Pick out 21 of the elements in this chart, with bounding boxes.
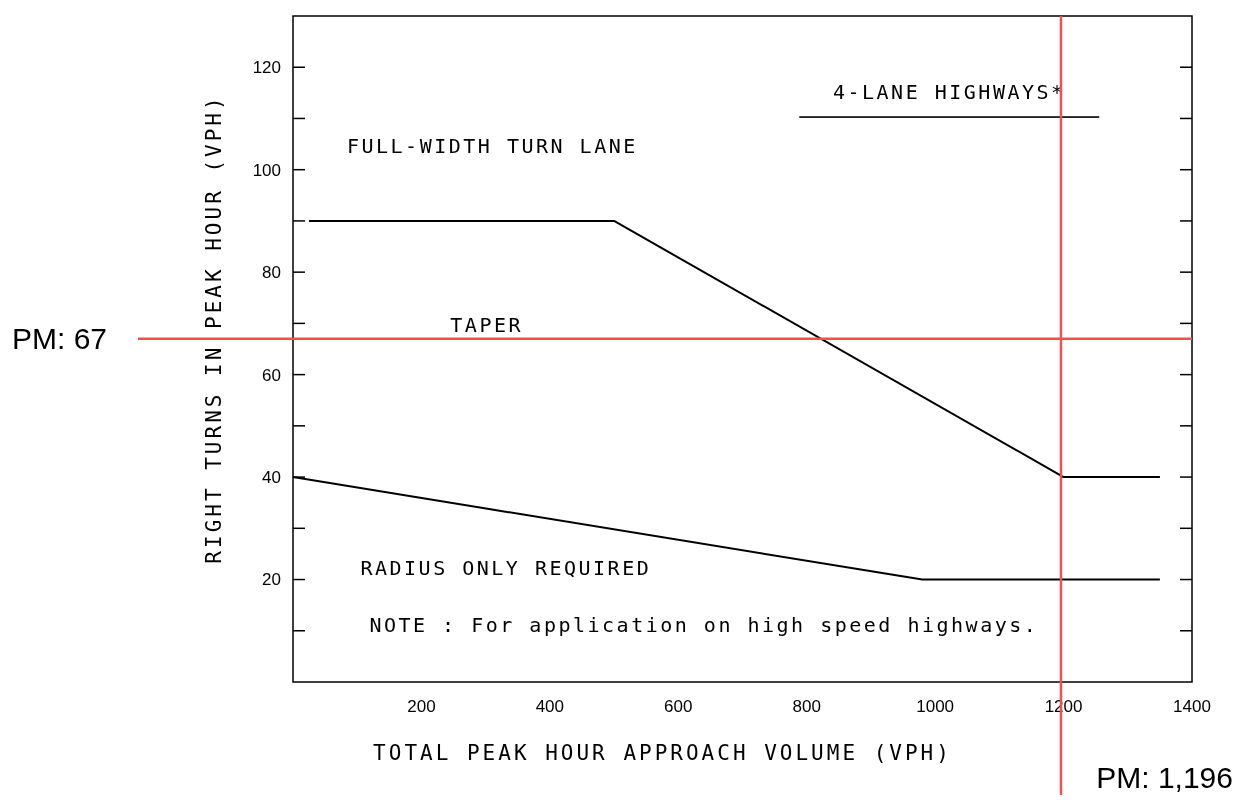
y-tick-label: 60 [262,365,281,385]
ref-line-label: PM: 1,196 [1096,761,1233,794]
annotation: FULL-WIDTH TURN LANE [346,133,638,158]
y-tick-label: 20 [262,570,281,590]
x-tick-label: 400 [535,697,565,716]
annotation: TAPER [450,313,524,338]
y-tick-label: 40 [262,468,281,488]
annotation: 4-LANE HIGHWAYS* [832,80,1066,105]
x-tick-label: 600 [664,697,693,716]
annotation: RADIUS ONLY REQUIRED [360,556,652,581]
x-tick-label: 800 [792,697,821,716]
x-axis-title: TOTAL PEAK HOUR APPROACH VOLUME (VPH) [373,741,952,765]
x-tick-label: 1000 [916,697,955,716]
x-tick-label: 1400 [1173,697,1211,716]
y-tick-label: 100 [252,160,281,180]
x-tick-label: 200 [407,697,436,716]
y-tick-label: 80 [262,263,281,283]
annotation: NOTE : For application on high speed highways. [369,613,1039,638]
y-tick-label: 120 [252,58,281,78]
ref-line-label: PM: 67 [12,322,108,356]
y-axis-title: RIGHT TURNS IN PEAK HOUR (VPH) [202,94,226,564]
